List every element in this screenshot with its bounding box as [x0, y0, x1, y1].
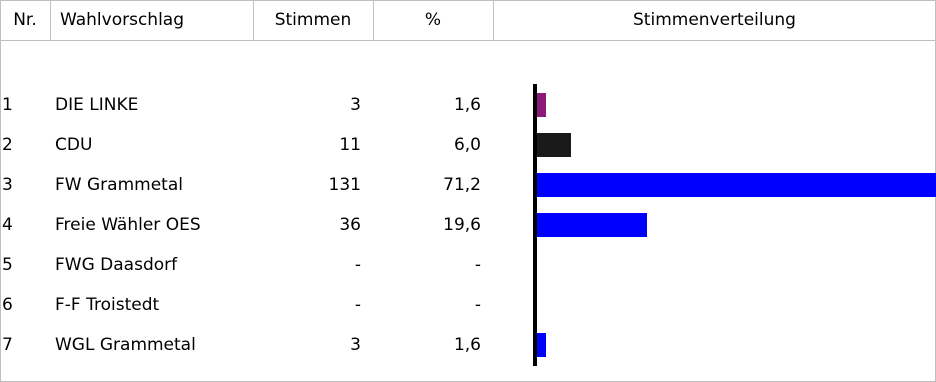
chart-axis-line	[533, 84, 537, 366]
header-separator	[0, 40, 936, 41]
bar-7	[537, 333, 546, 357]
row-stimmen: -	[354, 255, 361, 275]
header-stimmenverteilung: Stimmenverteilung	[633, 10, 796, 30]
row-percent: 6,0	[453, 135, 481, 155]
row-stimmen: 131	[328, 175, 361, 195]
header-divider	[50, 0, 51, 40]
row-nr: 1	[2, 95, 13, 115]
row-name: FWG Daasdorf	[55, 255, 178, 275]
header-divider	[373, 0, 374, 40]
header-divider	[253, 0, 254, 40]
header-divider	[493, 0, 494, 40]
bar-1	[537, 93, 546, 117]
row-name: DIE LINKE	[55, 95, 139, 115]
row-stimmen: -	[354, 295, 361, 315]
row-nr: 5	[2, 255, 13, 275]
row-name: WGL Grammetal	[55, 335, 196, 355]
row-percent: 19,6	[443, 215, 481, 235]
row-percent: -	[474, 295, 481, 315]
row-nr: 2	[2, 135, 13, 155]
row-nr: 3	[2, 175, 13, 195]
bar-3	[537, 173, 936, 197]
row-percent: -	[474, 255, 481, 275]
row-percent: 71,2	[443, 175, 481, 195]
row-nr: 6	[2, 295, 13, 315]
bar-2	[537, 133, 571, 157]
row-stimmen: 11	[339, 135, 361, 155]
header-percent: %	[424, 10, 442, 30]
row-stimmen: 3	[350, 335, 361, 355]
row-stimmen: 3	[350, 95, 361, 115]
header-stimmen: Stimmen	[274, 10, 352, 30]
row-name: CDU	[55, 135, 93, 155]
row-nr: 4	[2, 215, 13, 235]
header-wahlvorschlag: Wahlvorschlag	[60, 10, 184, 30]
header-nr: Nr.	[13, 10, 37, 30]
row-stimmen: 36	[339, 215, 361, 235]
row-nr: 7	[2, 335, 13, 355]
bar-4	[537, 213, 647, 237]
row-percent: 1,6	[453, 335, 481, 355]
row-name: FW Grammetal	[55, 175, 183, 195]
row-percent: 1,6	[453, 95, 481, 115]
row-name: Freie Wähler OES	[55, 215, 201, 235]
row-name: F-F Troistedt	[55, 295, 160, 315]
